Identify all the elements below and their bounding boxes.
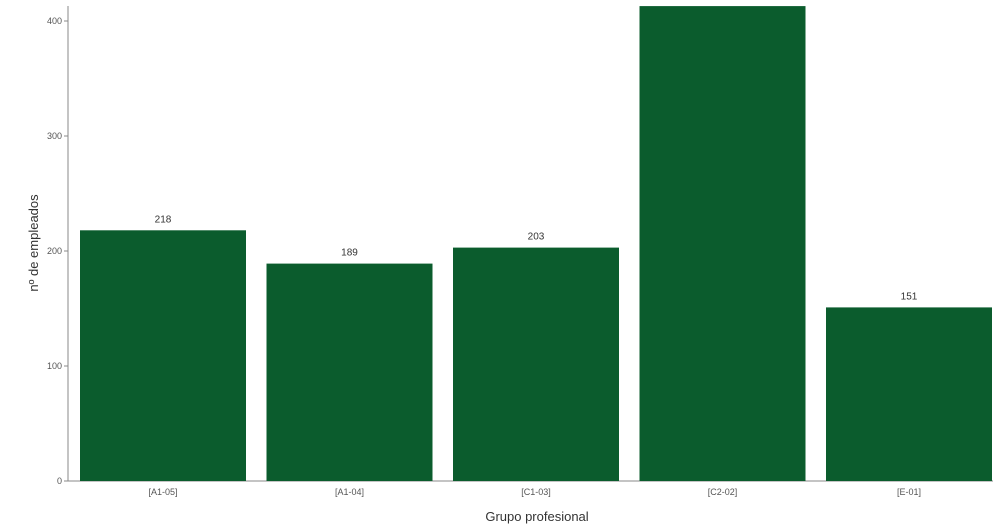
- x-tick-label-3: [C2-02]: [708, 487, 738, 497]
- data-label-1: 189: [341, 248, 358, 259]
- bar-4: [826, 307, 992, 481]
- y-tick-label-0: 0: [57, 476, 62, 486]
- x-tick-label-2: [C1-03]: [521, 487, 551, 497]
- bar-2: [453, 247, 619, 481]
- bar-0: [80, 230, 246, 481]
- y-tick-label-2: 200: [47, 246, 62, 256]
- bars-group: [80, 6, 992, 481]
- y-tick-label-3: 300: [47, 131, 62, 141]
- bar-3: [639, 6, 806, 481]
- x-tick-label-0: [A1-05]: [148, 487, 177, 497]
- y-tick-label-1: 100: [47, 361, 62, 371]
- data-label-4: 151: [901, 291, 918, 302]
- y-tick-labels-group: 0 100 200 300 400: [47, 16, 68, 486]
- data-label-3: 413: [714, 0, 731, 1]
- x-tick-label-1: [A1-04]: [335, 487, 364, 497]
- x-axis-title: Grupo profesional: [485, 509, 588, 524]
- data-label-0: 218: [155, 214, 172, 225]
- bar-1: [266, 263, 433, 481]
- y-tick-label-4: 400: [47, 16, 62, 26]
- data-label-2: 203: [528, 232, 545, 243]
- x-tick-label-4: [E-01]: [897, 487, 921, 497]
- x-tick-labels-group: [A1-05] [A1-04] [C1-03] [C2-02] [E-01]: [148, 487, 921, 497]
- y-axis-title: nº de empleados: [26, 194, 41, 292]
- data-labels-group: 218 189 203 413 151: [155, 0, 918, 302]
